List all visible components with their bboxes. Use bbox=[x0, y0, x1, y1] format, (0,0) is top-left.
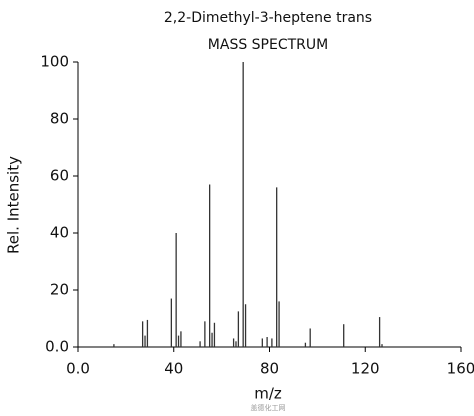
x-tick-label: 80 bbox=[260, 360, 279, 378]
y-tick-label: 40 bbox=[50, 224, 69, 242]
y-tick-label: 0.0 bbox=[45, 338, 69, 356]
x-tick-label: 160 bbox=[447, 360, 474, 378]
x-tick-label: 120 bbox=[351, 360, 380, 378]
y-tick-label: 20 bbox=[50, 281, 69, 299]
watermark: 盖德化工网 bbox=[251, 403, 286, 412]
y-tick-label: 100 bbox=[40, 53, 69, 71]
chart-title: 2,2-Dimethyl-3-heptene trans bbox=[164, 10, 372, 26]
y-tick-label: 60 bbox=[50, 167, 69, 185]
chart-subtitle: MASS SPECTRUM bbox=[208, 37, 328, 53]
y-axis-label: Rel. Intensity bbox=[5, 156, 23, 254]
x-axis-label: m/z bbox=[254, 385, 282, 403]
x-tick-label: 0.0 bbox=[66, 360, 90, 378]
x-tick-label: 40 bbox=[164, 360, 183, 378]
y-tick-label: 80 bbox=[50, 110, 69, 128]
